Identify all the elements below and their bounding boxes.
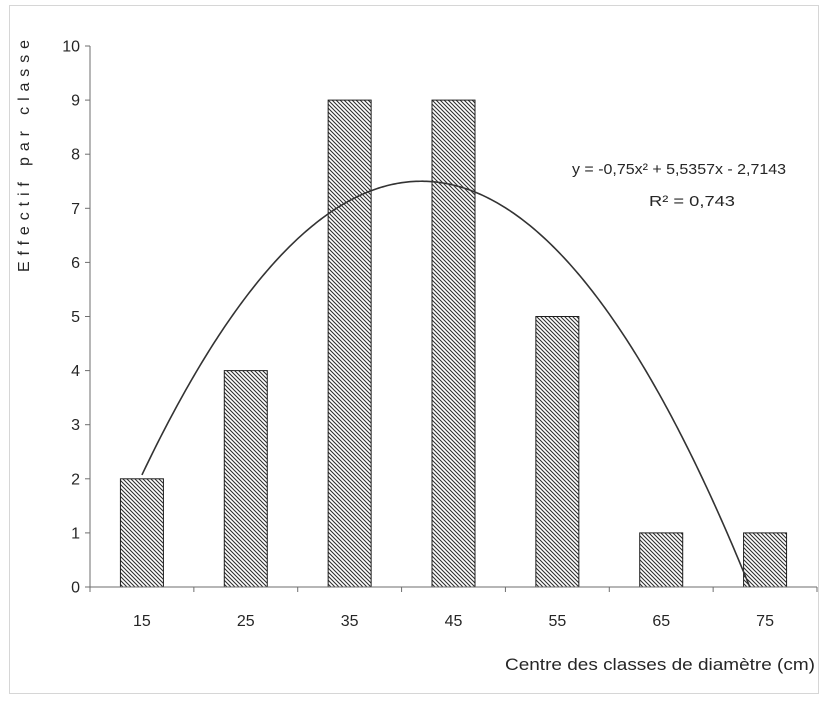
y-tick-label: 9 [71,93,80,110]
y-tick-label: 3 [71,417,80,434]
x-tick-label: 55 [548,613,566,630]
bar-15 [119,478,164,588]
chart-frame [9,5,819,694]
y-tick-marks [85,45,90,588]
x-tick-label: 25 [237,613,255,630]
x-tick-label: 65 [652,613,670,630]
x-tick-labels: 15 25 35 45 55 65 75 [133,613,774,630]
x-tick-label: 45 [445,613,463,630]
y-tick-label: 0 [71,580,80,597]
y-tick-label: 2 [71,471,80,488]
x-tick-label: 75 [756,613,774,630]
x-tick-label: 15 [133,613,151,630]
y-tick-label: 6 [71,255,80,272]
y-tick-label: 5 [71,309,80,326]
y-tick-label: 4 [71,363,80,380]
bar-25 [223,370,268,588]
bar-75 [743,532,788,588]
bars [119,99,788,588]
x-tick-label: 35 [341,613,359,630]
trendline-r-squared: R² = 0,743 [649,193,735,210]
y-tick-label: 8 [71,147,80,164]
x-axis: 15 25 35 45 55 65 75 [89,586,818,630]
y-tick-labels: 0 1 2 3 4 5 6 7 8 9 10 [62,39,80,597]
trendline-curve [141,180,751,588]
bar-65 [639,532,684,588]
bar-35 [327,99,372,588]
y-tick-label: 7 [71,201,80,218]
x-axis-title: Centre des classes de diamètre (cm) [505,655,815,674]
x-tick-marks [89,587,818,592]
y-axis: 0 1 2 3 4 5 6 7 8 9 10 [62,39,91,597]
bar-55 [535,316,580,588]
y-axis-title: Effectif par classe [16,40,33,272]
trendline-equation: y = -0,75x² + 5,5357x - 2,7143 [572,161,786,178]
bar-45 [431,99,476,588]
y-tick-label: 1 [71,525,80,542]
y-tick-label: 10 [62,39,80,56]
